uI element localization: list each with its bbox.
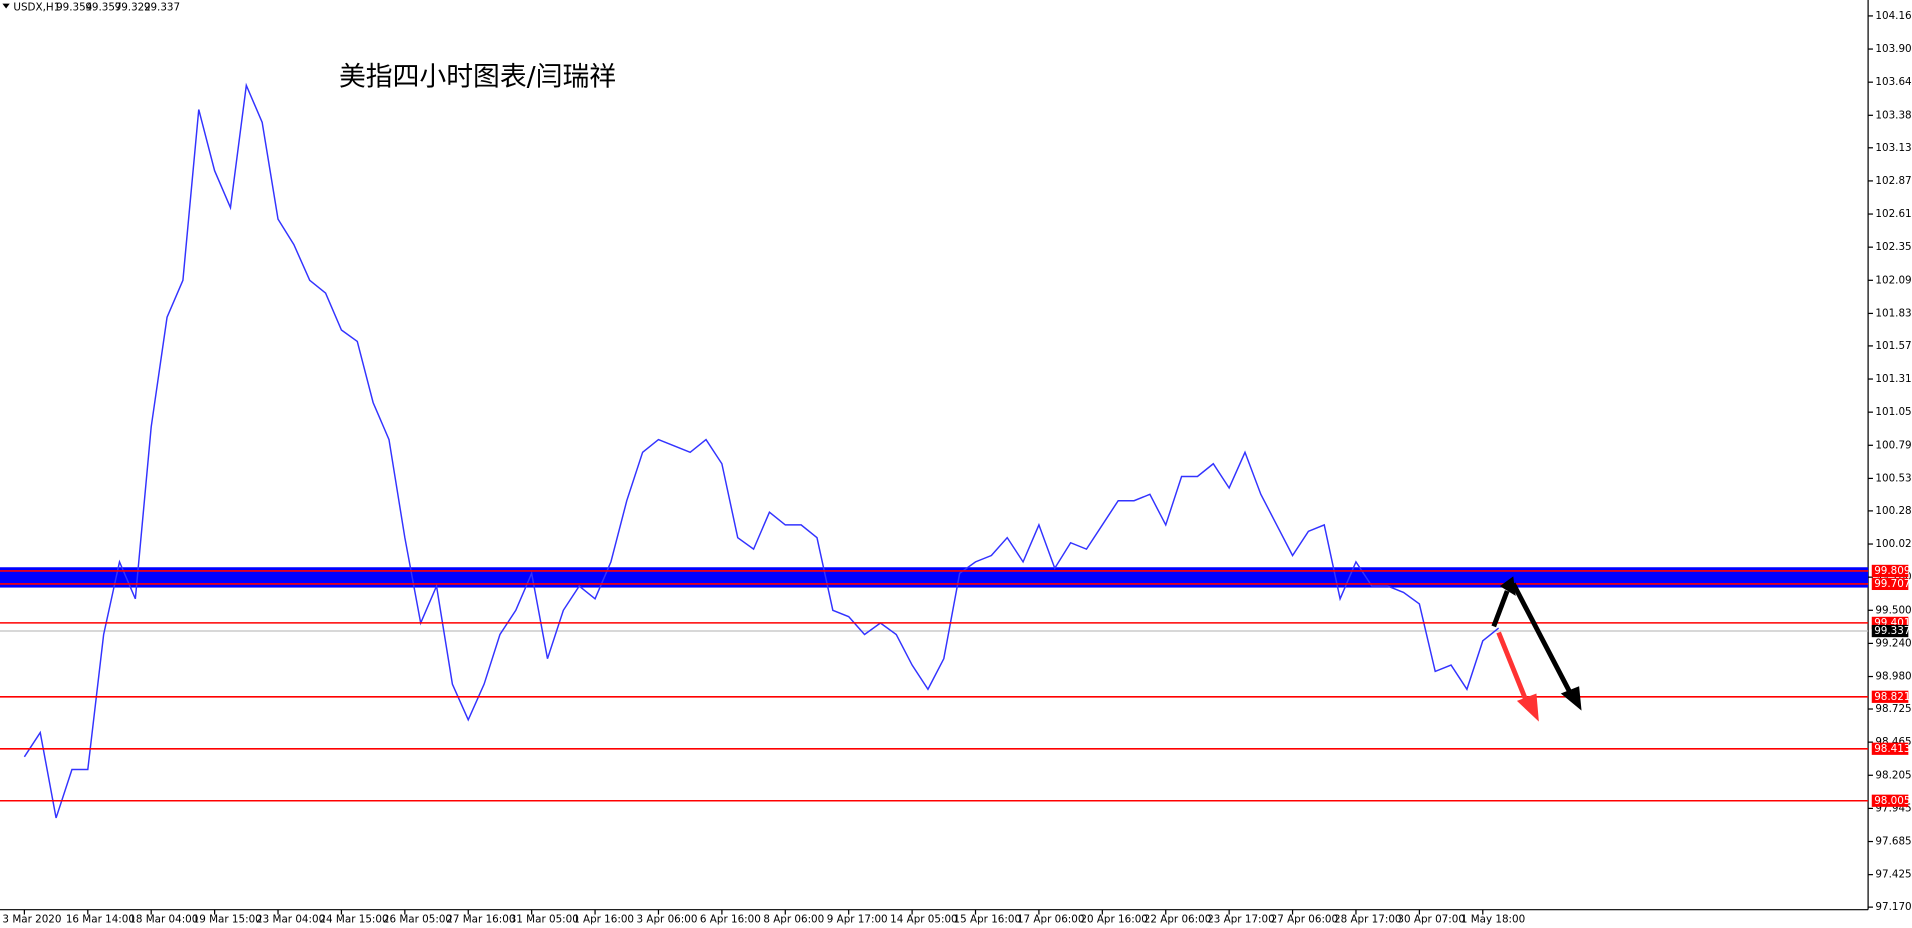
forecast-arrow-up	[1491, 590, 1510, 628]
forecast-arrow-red-head	[1516, 693, 1539, 722]
y-tick-label: 102.350	[1875, 241, 1912, 253]
x-tick-label: 1 Apr 16:00	[573, 913, 634, 925]
y-tick-label: 102.090	[1875, 274, 1912, 286]
y-tick-label: 101.830	[1875, 307, 1912, 319]
y-tick-label: 97.425	[1875, 869, 1911, 881]
level-label: 98.005	[1874, 795, 1910, 807]
level-label: 99.809	[1874, 565, 1910, 577]
y-tick-label: 101.055	[1875, 406, 1912, 418]
y-tick-label: 100.280	[1875, 505, 1912, 517]
x-tick-label: 9 Apr 17:00	[827, 913, 888, 925]
y-tick-label: 98.980	[1875, 671, 1911, 683]
y-tick-label: 103.130	[1875, 142, 1912, 154]
y-tick-label: 103.905	[1875, 43, 1912, 55]
forecast-arrow-red	[1496, 631, 1529, 704]
level-label: 98.413	[1874, 743, 1910, 755]
x-tick-label: 1 May 18:00	[1461, 913, 1525, 925]
y-tick-label: 104.165	[1875, 10, 1912, 22]
x-tick-label: 6 Apr 16:00	[700, 913, 761, 925]
price-line	[23, 82, 1500, 819]
y-tick-label: 100.795	[1875, 439, 1912, 451]
current-price-box	[1871, 624, 1909, 638]
level-label-box	[1871, 794, 1909, 807]
level-label-box	[1871, 577, 1909, 591]
x-tick-label: 23 Apr 17:00	[1207, 913, 1275, 925]
y-tick-label: 100.535	[1875, 472, 1912, 484]
forecast-arrow-down-head	[1560, 686, 1582, 711]
y-tick-label: 99.240	[1875, 637, 1911, 649]
menu-triangle	[2, 3, 10, 9]
x-tick-label: 27 Mar 16:00	[446, 913, 515, 925]
forecast-arrow-up-head	[1499, 576, 1516, 596]
forecast-arrow-down	[1511, 582, 1573, 695]
x-tick-label: 26 Mar 05:00	[383, 913, 452, 925]
x-tick-label: 20 Apr 16:00	[1080, 913, 1148, 925]
y-tick-label: 102.610	[1875, 208, 1912, 220]
x-tick-label: 14 Apr 05:00	[890, 913, 958, 925]
current-price-label: 99.337	[1874, 625, 1910, 637]
x-tick-label: 22 Apr 06:00	[1144, 913, 1212, 925]
ohlc-value: 99.354	[56, 1, 93, 13]
y-tick-label: 98.725	[1875, 703, 1911, 715]
level-label-box	[1871, 564, 1909, 578]
y-tick-label: 102.870	[1875, 175, 1912, 187]
level-label-box	[1871, 742, 1909, 755]
x-tick-label: 3 Mar 2020	[2, 913, 61, 925]
x-tick-label: 18 Mar 04:00	[129, 913, 198, 925]
y-tick-label: 97.170	[1875, 901, 1911, 913]
y-tick-label: 100.020	[1875, 538, 1912, 550]
level-label-box	[1871, 690, 1909, 703]
y-tick-label: 99.500	[1875, 604, 1911, 616]
y-tick-label: 103.385	[1875, 109, 1912, 121]
x-tick-label: 23 Mar 04:00	[256, 913, 325, 925]
resistance-band	[0, 567, 1869, 588]
x-tick-label: 19 Mar 15:00	[193, 913, 262, 925]
y-tick-label: 103.645	[1875, 76, 1912, 88]
x-tick-label: 31 Mar 05:00	[510, 913, 579, 925]
ohlc-value: 99.337	[144, 1, 180, 13]
x-tick-label: 16 Mar 14:00	[66, 913, 135, 925]
y-tick-label: 98.205	[1875, 769, 1911, 781]
x-tick-label: 3 Apr 06:00	[637, 913, 698, 925]
x-tick-label: 27 Apr 06:00	[1271, 913, 1339, 925]
ohlc-value: 99.357	[85, 1, 121, 13]
level-label: 98.821	[1874, 691, 1910, 703]
x-tick-label: 28 Apr 17:00	[1334, 913, 1402, 925]
x-tick-label: 24 Mar 15:00	[319, 913, 388, 925]
x-tick-label: 17 Apr 06:00	[1017, 913, 1085, 925]
level-label: 99.707	[1874, 578, 1910, 590]
x-tick-label: 30 Apr 07:00	[1397, 913, 1465, 925]
symbol: USDX,H1	[13, 1, 60, 13]
y-tick-label: 101.575	[1875, 340, 1912, 352]
ohlc-value: 99.322	[115, 1, 151, 13]
chart-title: 美指四小时图表/闫瑞祥	[339, 62, 616, 93]
x-tick-label: 8 Apr 06:00	[763, 913, 824, 925]
x-tick-label: 15 Apr 16:00	[954, 913, 1022, 925]
y-tick-label: 97.685	[1875, 836, 1911, 848]
y-tick-label: 101.315	[1875, 373, 1912, 385]
